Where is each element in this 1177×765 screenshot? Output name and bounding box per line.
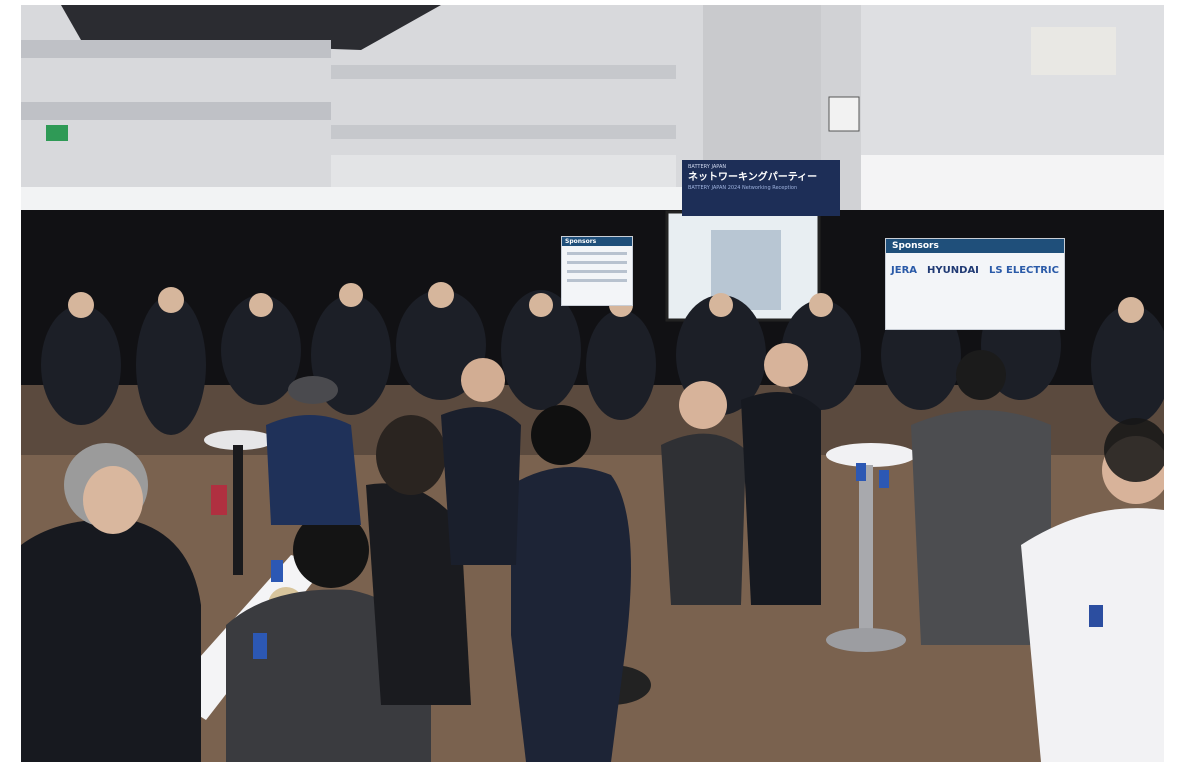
banner-small-top: BATTERY JAPAN — [688, 164, 727, 170]
sponsor-logo-jera: JERA — [891, 265, 918, 276]
event-photo: BATTERY JAPAN ネットワーキングパーティー BATTERY JAPA… — [21, 5, 1164, 762]
banner-subtitle: BATTERY JAPAN 2024 Networking Reception — [688, 185, 798, 191]
banner-title: ネットワーキングパーティー — [688, 172, 818, 183]
sponsor-board-heading: Sponsors — [886, 239, 1064, 253]
sponsor-board-small: Sponsors — [561, 236, 633, 306]
sponsor-board-small-heading: Sponsors — [562, 237, 632, 246]
networking-party-banner: BATTERY JAPAN ネットワーキングパーティー BATTERY JAPA… — [682, 160, 840, 216]
sponsor-logo-hyundai: HYUNDAI — [927, 265, 979, 276]
sponsor-board: Sponsors JERA HYUNDAI LS ELECTRIC — [885, 238, 1065, 330]
sponsor-logo-ls-electric: LS ELECTRIC — [988, 265, 1059, 276]
sponsor-logos: JERA HYUNDAI LS ELECTRIC — [886, 253, 1064, 276]
sponsor-board-small-logos — [562, 246, 632, 294]
crowd-scene — [21, 5, 1164, 762]
